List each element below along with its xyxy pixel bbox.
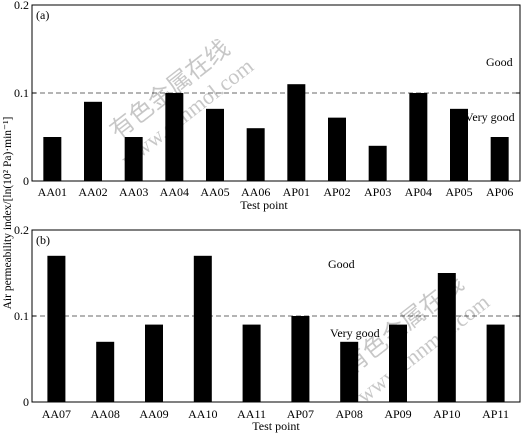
- panel-a-xlabel: Test point: [240, 198, 288, 212]
- panel-b-bar-AP11: [486, 324, 505, 402]
- panel-b-bar-AP10: [437, 273, 456, 402]
- panel-a-bar-AA02: [84, 101, 102, 181]
- panel-b-label: (b): [36, 233, 50, 247]
- panel-b-x-tick-label: AA09: [139, 407, 168, 421]
- panel-b-x-tick-label: AA11: [237, 407, 266, 421]
- panel-b-y-tick-label: 0.2: [14, 223, 29, 237]
- panel-b-x-tick-label: AA10: [188, 407, 217, 421]
- panel-a-x-tick-label: AP02: [323, 185, 350, 199]
- panel-a-x-tick-label: AA02: [78, 185, 107, 199]
- panel-a-y-tick-label: 0.1: [14, 86, 29, 100]
- panel-a-bar-AP06: [490, 137, 509, 181]
- panel-a-bar-AP05: [450, 108, 468, 181]
- panel-a-bar-AA05: [206, 108, 224, 181]
- panel-b-bar-AA10: [193, 255, 212, 402]
- panel-b-x-tick-label: AA07: [42, 407, 71, 421]
- panel-a-bar-AA01: [43, 137, 62, 181]
- panel-a-x-tick-label: AP04: [405, 185, 432, 199]
- panel-a-bar-AP04: [409, 93, 428, 181]
- panel-a-bar-AA06: [246, 128, 265, 181]
- panel-b-annotation-good: Good: [328, 257, 355, 271]
- panel-a-x-tick-label: AP01: [283, 185, 310, 199]
- panel-b-bar-AP08: [340, 341, 359, 402]
- panel-a-x-tick-label: AP05: [445, 185, 472, 199]
- panel-a-annotation-very-good: Very good: [465, 110, 515, 124]
- panel-b-x-tick-label: AP11: [482, 407, 509, 421]
- panel-b-bar-AP07: [291, 316, 310, 402]
- panel-a-y-tick-label: 0: [23, 174, 29, 188]
- panel-b-x-tick-label: AP09: [384, 407, 411, 421]
- panel-b-bar-AA07: [47, 255, 66, 402]
- panel-b: (b) Good Very good Test point AA07 AA08 AA…: [14, 223, 521, 433]
- panel-a-x-tick-label: AA06: [241, 185, 270, 199]
- panel-b-x-tick-label: AP10: [433, 407, 460, 421]
- panel-a-bar-AA03: [124, 137, 143, 181]
- panel-b-bar-AA08: [96, 341, 115, 402]
- y-axis-label: Air permeability index/[ln(10² Pa)·min⁻¹…: [2, 117, 14, 310]
- panel-a-x-tick-label: AP03: [364, 185, 391, 199]
- panel-a-x-tick-label: AA01: [38, 185, 67, 199]
- panel-a-bar-AP02: [328, 117, 346, 181]
- panel-a-bar-AA04: [165, 93, 184, 181]
- panel-a-x-tick-label: AA03: [119, 185, 148, 199]
- panel-b-x-tick-label: AP07: [287, 407, 314, 421]
- panel-b-bar-AA09: [145, 324, 163, 402]
- panel-a-y-tick-label: 0.2: [14, 0, 29, 12]
- panel-b-y-tick-label: 0: [23, 395, 29, 409]
- panel-a-x-tick-label: AA05: [200, 185, 229, 199]
- panel-a-label: (a): [36, 8, 49, 22]
- panel-a: (a) Good Very good Test point AA01 AA02 AA…: [14, 0, 521, 212]
- panel-b-xlabel: Test point: [252, 419, 300, 433]
- panel-b-bar-AP09: [389, 324, 407, 402]
- panel-a-x-tick-label: AA04: [160, 185, 189, 199]
- panel-b-x-tick-label: AA08: [91, 407, 120, 421]
- panel-a-bar-AP01: [287, 84, 306, 181]
- panel-a-x-tick-label: AP06: [486, 185, 513, 199]
- panel-b-bar-AA11: [242, 324, 261, 402]
- panel-a-annotation-good: Good: [486, 55, 513, 69]
- panel-b-x-tick-label: AP08: [336, 407, 363, 421]
- panel-a-bar-AP03: [368, 145, 387, 181]
- panel-b-y-tick-label: 0.1: [14, 309, 29, 323]
- panel-b-annotation-very-good: Very good: [330, 326, 380, 340]
